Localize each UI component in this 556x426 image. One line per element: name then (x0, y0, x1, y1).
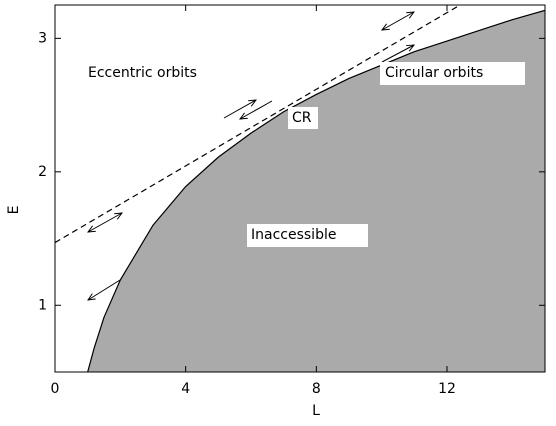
arrow (240, 100, 273, 119)
annotation: Circular orbits (385, 65, 483, 81)
annotation: Inaccessible (251, 227, 336, 243)
arrows (88, 12, 414, 300)
y-tick-label: 1 (38, 297, 47, 313)
annotation: CR (292, 110, 312, 126)
arrow (381, 45, 414, 63)
y-axis-label: E (6, 206, 22, 215)
x-tick-label: 0 (51, 381, 60, 397)
annotation: Eccentric orbits (88, 65, 197, 81)
label-box (288, 107, 318, 129)
annotations: Eccentric orbits Circular orbits CR Inac… (88, 62, 525, 247)
curve (87, 9, 545, 372)
label-box (380, 62, 525, 85)
arrow (88, 279, 121, 300)
arrow (382, 12, 414, 30)
frame (54, 4, 546, 373)
label-box (247, 224, 368, 247)
arrow (223, 100, 256, 119)
y-tick-label: 3 (38, 30, 47, 46)
plot-area (55, 5, 545, 372)
x-tick-label: 8 (312, 381, 321, 397)
arrow (88, 213, 122, 232)
y-tick-label: 2 (38, 164, 47, 180)
x-axis-label: L (312, 403, 320, 419)
tangent-line (55, 5, 461, 244)
inaccessible-region (87, 10, 545, 372)
x-tick-label: 12 (438, 381, 456, 397)
x-tick-label: 4 (181, 381, 190, 397)
